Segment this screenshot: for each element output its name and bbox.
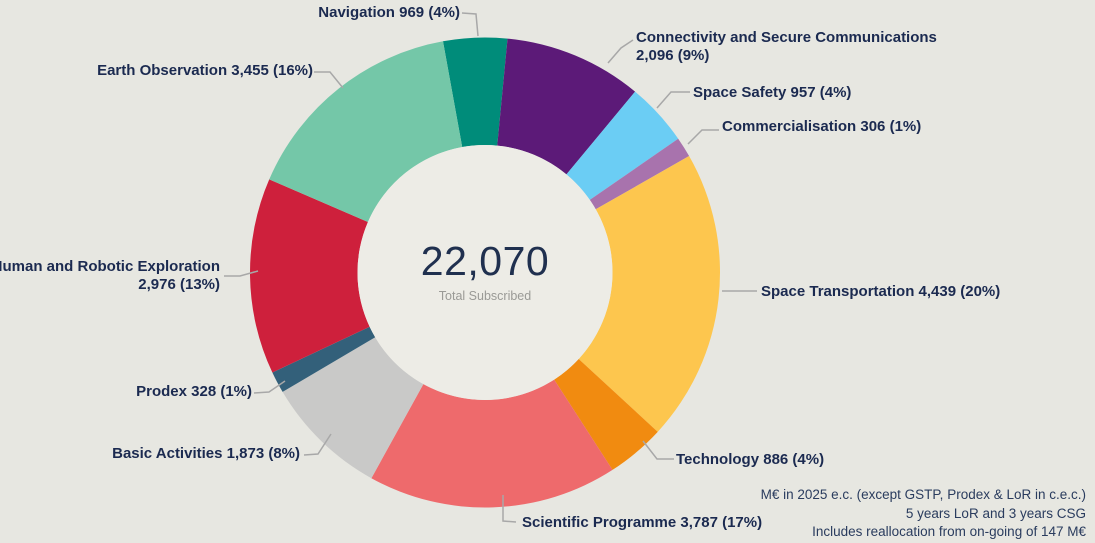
slice-label-prodex: Prodex 328 (1%) [136,383,252,400]
donut-slice-navigation[interactable] [442,37,508,148]
label-connector-space-safety [656,91,690,109]
label-connector-basic-activities [303,433,332,456]
donut-slice-prodex[interactable] [272,326,376,392]
slice-label-commercialisation: Commercialisation 306 (1%) [722,118,922,135]
donut-slice-connectivity-and-secure-communications[interactable] [497,38,636,175]
donut-slice-technology[interactable] [554,358,658,470]
footnote-line-2: 5 years LoR and 3 years CSG [905,505,1086,521]
label-connector-commercialisation [687,129,719,145]
donut-slice-space-safety[interactable] [566,91,679,200]
donut-slice-scientific-programme[interactable] [371,379,613,508]
slice-label-space-transportation: Space Transportation 4,439 (20%) [761,283,1001,300]
label-connector-human-and-robotic-exploration [224,270,259,277]
footnote-line-1: M€ in 2025 e.c. (except GSTP, Prodex & L… [760,487,1086,502]
donut-slice-space-transportation[interactable] [578,156,721,432]
label-connector-connectivity-and-secure-communications [607,39,634,64]
slice-label-basic-activities: Basic Activities 1,873 (8%) [112,445,300,462]
slice-label-space-safety: Space Safety 957 (4%) [693,84,852,101]
label-connector-earth-observation [314,71,344,89]
slice-label-navigation: Navigation 969 (4%) [318,4,460,21]
slice-label-human-and-robotic-exploration: Human and Robotic Exploration 2,976 (13%… [0,258,220,293]
footnotes: M€ in 2025 e.c. (except GSTP, Prodex & L… [761,486,1086,542]
label-connector-scientific-programme [502,495,517,523]
donut-hole [357,145,613,400]
label-connector-navigation [461,12,479,37]
center-total-value: 22,070 [420,238,550,284]
slice-label-connectivity-and-secure-communications: Connectivity and Secure Communications 2… [636,29,937,64]
donut-slice-basic-activities[interactable] [282,337,424,479]
slice-label-scientific-programme: Scientific Programme 3,787 (17%) [522,514,763,531]
donut-slice-earth-observation[interactable] [269,41,463,222]
label-connector-prodex [253,380,286,394]
label-connector-technology [642,440,674,460]
slice-label-technology: Technology 886 (4%) [676,451,825,468]
footnote-line-3: Includes reallocation from on-going of 1… [812,524,1086,539]
center-total-caption: Total Subscribed [438,289,532,303]
donut-slice-human-and-robotic-exploration[interactable] [249,179,370,373]
slice-label-earth-observation: Earth Observation 3,455 (16%) [97,62,313,79]
donut-slice-commercialisation[interactable] [589,138,690,210]
